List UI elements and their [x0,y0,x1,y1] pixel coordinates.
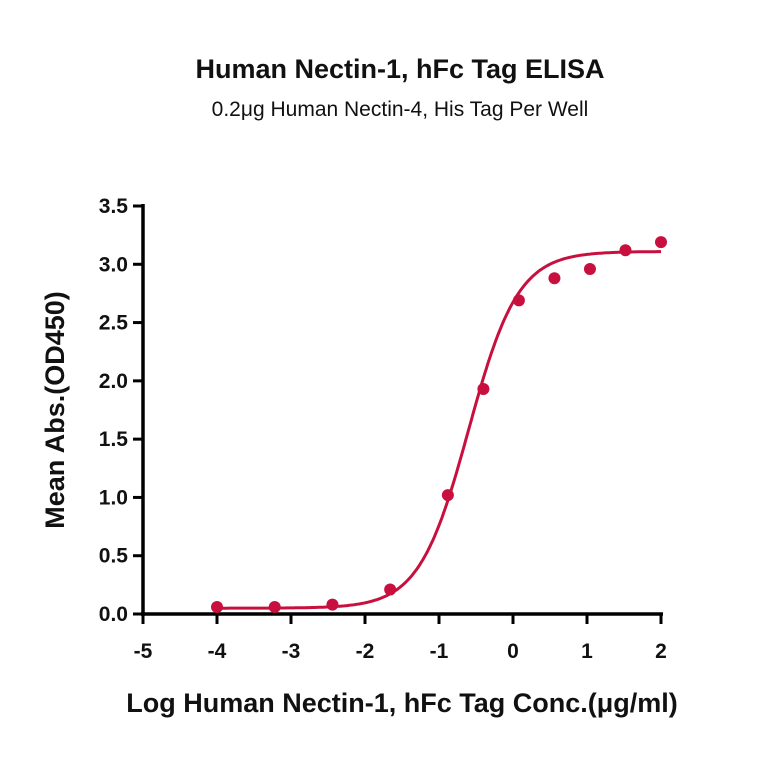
x-tick-label: -1 [430,640,449,663]
x-tick-label: 0 [507,640,519,663]
y-tick-label: 3.5 [99,195,129,218]
data-point [548,272,561,285]
data-point [211,601,223,614]
x-tick-label: -3 [282,640,301,663]
data-point [619,244,632,257]
y-tick-label: 2.5 [99,312,129,335]
data-point [441,489,454,502]
data-point [583,262,596,275]
y-tick-label: 1.5 [99,428,129,451]
data-point [268,601,281,614]
x-tick-label: -2 [356,640,375,663]
fit-curve [217,250,661,610]
chart-title: Human Nectin-1, hFc Tag ELISA [195,54,604,84]
chart-subtitle: 0.2μg Human Nectin-4, His Tag Per Well [212,98,589,121]
x-tick-label: 1 [581,640,593,663]
x-axis-label: Log Human Nectin-1, hFc Tag Conc.(μg/ml) [126,688,678,718]
axes: 0.0 0.5 1.0 1.5 2.0 2.5 3.0 3.5 -5 -4 -3 -2 -1 0 1 2 [99,195,667,663]
x-tick-label: -4 [208,640,227,663]
data-point [384,583,397,596]
y-tick-label: 1.0 [99,486,128,509]
x-tick-label: -5 [134,640,153,663]
y-axis-label: Mean Abs.(OD450) [40,291,70,529]
data-point [477,383,490,396]
x-tick-label: 2 [655,640,667,663]
y-tick-label: 2.0 [99,370,128,393]
data-point [655,236,667,249]
y-tick-label: 0.5 [99,545,129,568]
data-point [326,598,339,611]
y-tick-label: 0.0 [99,603,128,626]
y-tick-label: 3.0 [99,253,128,276]
plot-area [211,236,667,614]
data-point [512,294,525,307]
